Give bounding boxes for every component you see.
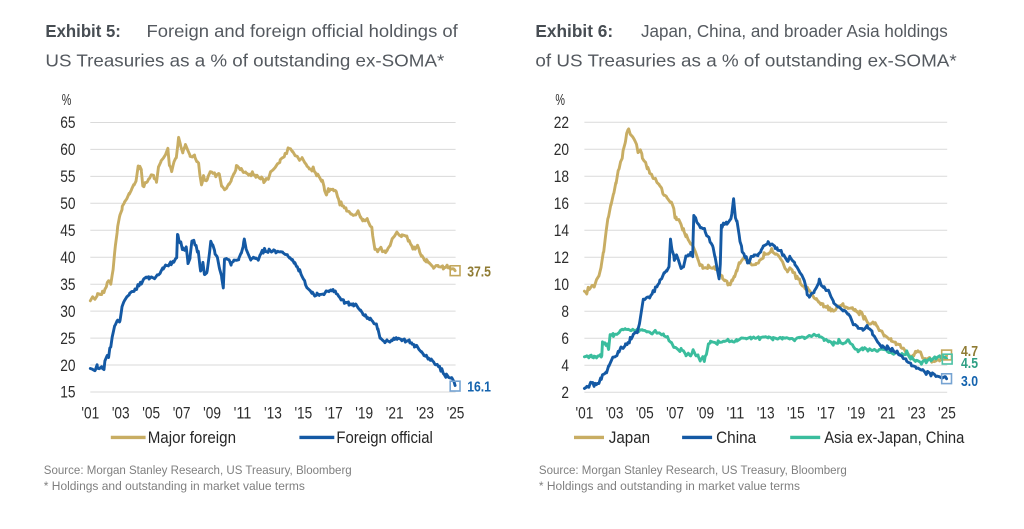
svg-text:'05: '05 [636,404,654,422]
svg-text:US Treasuries as a % of outsta: US Treasuries as a % of outstanding ex-S… [45,50,444,70]
svg-text:'21: '21 [878,404,896,422]
svg-text:'17: '17 [325,404,343,422]
svg-text:'23: '23 [416,404,434,422]
svg-text:'03: '03 [606,404,624,422]
svg-text:'11: '11 [727,404,745,422]
svg-text:Source: Morgan Stanley Researc: Source: Morgan Stanley Research, US Trea… [539,463,847,477]
svg-text:'07: '07 [173,404,191,422]
svg-text:15: 15 [60,383,75,402]
svg-text:4: 4 [561,356,569,375]
svg-text:Foreign official: Foreign official [336,429,432,447]
svg-text:China: China [716,429,757,447]
svg-text:Exhibit 6:: Exhibit 6: [535,21,613,41]
svg-text:'13: '13 [264,404,282,422]
svg-text:Foreign and foreign official h: Foreign and foreign official holdings of [147,21,458,41]
svg-text:Japan, China, and broader Asia: Japan, China, and broader Asia holdings [641,21,948,41]
svg-text:45: 45 [60,221,75,240]
svg-text:60: 60 [60,140,75,159]
svg-text:16: 16 [554,194,569,213]
svg-text:2: 2 [561,383,569,402]
svg-text:20: 20 [554,140,569,159]
svg-text:55: 55 [60,167,75,186]
svg-text:'01: '01 [576,404,594,422]
svg-text:of US Treasuries as a % of out: of US Treasuries as a % of outstanding e… [535,50,957,70]
svg-text:12: 12 [554,248,569,267]
svg-text:65: 65 [60,113,75,132]
svg-text:30: 30 [60,302,75,321]
svg-text:'09: '09 [203,404,221,422]
svg-text:25: 25 [60,329,75,348]
svg-text:%: % [555,92,565,109]
svg-text:22: 22 [554,113,569,132]
svg-text:37.5: 37.5 [467,264,491,281]
svg-text:'19: '19 [355,404,373,422]
svg-text:'09: '09 [696,404,714,422]
svg-text:'25: '25 [938,404,956,422]
svg-text:18: 18 [554,167,569,186]
svg-text:'23: '23 [908,404,926,422]
svg-text:%: % [62,92,72,109]
svg-text:* Holdings and outstanding in: * Holdings and outstanding in market val… [539,479,800,493]
svg-text:6: 6 [561,329,569,348]
svg-text:'25: '25 [447,404,465,422]
svg-text:35: 35 [60,275,75,294]
svg-text:'17: '17 [817,404,835,422]
svg-text:20: 20 [60,356,75,375]
svg-text:4.7: 4.7 [961,343,978,360]
svg-text:4.5: 4.5 [961,355,978,372]
svg-text:40: 40 [60,248,75,267]
svg-text:8: 8 [561,302,569,321]
svg-text:10: 10 [554,275,569,294]
svg-text:Exhibit 5:: Exhibit 5: [45,21,121,41]
svg-text:3.0: 3.0 [961,373,978,390]
svg-text:'21: '21 [386,404,404,422]
svg-text:16.1: 16.1 [467,378,491,395]
svg-text:50: 50 [60,194,75,213]
svg-text:'11: '11 [234,404,252,422]
svg-text:'13: '13 [757,404,775,422]
svg-text:'19: '19 [847,404,865,422]
svg-text:'05: '05 [142,404,160,422]
svg-text:14: 14 [554,221,569,240]
svg-text:'01: '01 [81,404,99,422]
svg-text:Major foreign: Major foreign [148,429,236,447]
svg-text:'15: '15 [294,404,312,422]
svg-text:Source: Morgan Stanley Researc: Source: Morgan Stanley Research, US Trea… [44,463,352,477]
svg-text:'03: '03 [112,404,130,422]
svg-text:* Holdings and outstanding in: * Holdings and outstanding in market val… [44,479,305,493]
svg-text:Asia ex-Japan, China: Asia ex-Japan, China [824,429,965,447]
svg-text:Japan: Japan [609,429,650,447]
svg-text:'07: '07 [666,404,684,422]
svg-text:'15: '15 [787,404,805,422]
